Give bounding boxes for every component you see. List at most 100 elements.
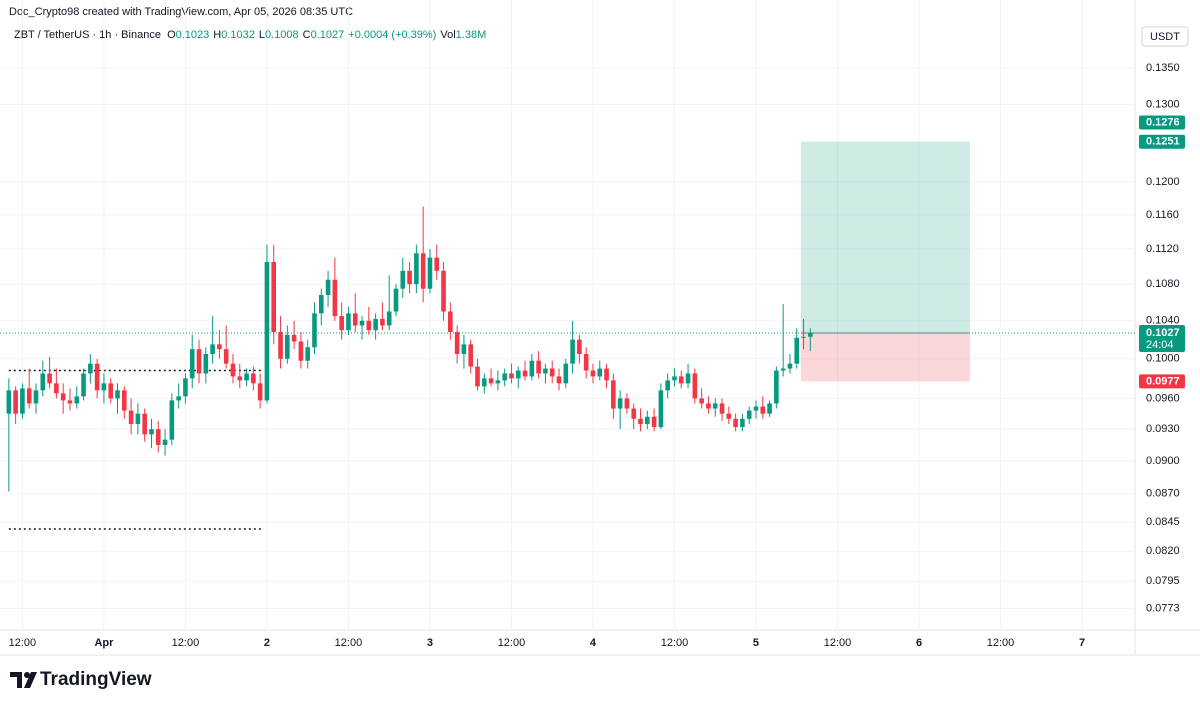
y-tick-label: 0.0820	[1146, 545, 1180, 557]
ohlc-label: C	[302, 29, 311, 41]
candle-body	[94, 363, 100, 391]
candle-body	[509, 373, 514, 379]
x-tick-label: 7	[1079, 637, 1085, 649]
candle-body	[760, 406, 766, 414]
x-tick-label: 2	[264, 637, 270, 649]
logo	[10, 672, 37, 688]
y-tick-label: 0.1120	[1146, 243, 1179, 255]
candle-body	[461, 344, 467, 354]
candle-body	[753, 406, 759, 411]
price-label: 0.0977	[1146, 375, 1180, 387]
candle-body	[373, 318, 378, 331]
candle-body	[577, 339, 582, 354]
candle-body	[223, 349, 229, 364]
y-tick-label: 0.0870	[1146, 488, 1180, 500]
candle-body	[244, 373, 249, 381]
ohlc-label: O	[167, 29, 176, 41]
candle-body	[67, 400, 73, 404]
candle-body	[515, 370, 521, 379]
candle-body	[74, 396, 80, 404]
candle-body	[257, 383, 263, 401]
volume: 1.38M	[455, 29, 487, 41]
candle-body	[400, 270, 406, 289]
candle-body	[366, 320, 372, 331]
candle-body	[40, 373, 46, 391]
candle-body	[808, 332, 813, 337]
candle-body	[33, 390, 39, 404]
x-tick-label: 6	[916, 637, 922, 649]
currency[interactable]: USDT	[1150, 31, 1180, 43]
candle-body	[672, 376, 677, 381]
ohlc-value: 0.1027	[310, 29, 345, 41]
candle-body	[441, 270, 446, 312]
y-tick-label: 0.0773	[1146, 602, 1180, 614]
candle-body	[264, 262, 270, 401]
candle-body	[434, 257, 440, 271]
candle-body	[332, 279, 338, 317]
candle-body	[719, 403, 725, 414]
candle-body	[20, 388, 25, 414]
candle-body	[631, 408, 637, 419]
ohlc-label: L	[258, 29, 266, 41]
candle-body	[767, 403, 772, 414]
x-tick-label: 12:00	[335, 637, 363, 649]
price-label-box	[1139, 374, 1185, 389]
candle-body	[427, 257, 433, 289]
candle-body	[169, 400, 175, 440]
candle-body	[88, 363, 93, 374]
symbol: ZBT / TetherUS · 1h · Binance	[14, 29, 161, 41]
candle-body	[230, 363, 236, 377]
candle-body	[121, 390, 127, 411]
y-tick-label: 0.0845	[1146, 516, 1180, 528]
y-tick-label: 0.1080	[1146, 278, 1180, 290]
countdown: 24:04	[1146, 339, 1174, 351]
candle-body	[176, 396, 181, 401]
candle-body	[570, 339, 575, 364]
y-tick-label: 0.1300	[1146, 98, 1180, 110]
candle-body	[346, 313, 351, 331]
candle-body	[298, 341, 304, 361]
y-tick-label: 0.1040	[1146, 315, 1180, 327]
candle-body	[162, 439, 168, 445]
y-tick-label: 0.0960	[1146, 392, 1180, 404]
x-tick-label: 12:00	[824, 637, 852, 649]
candle-body	[801, 336, 806, 338]
candle-body	[699, 398, 704, 404]
y-tick-label: 0.0900	[1146, 455, 1180, 467]
ohlc-value: 0.1032	[221, 29, 255, 41]
candle-body	[291, 334, 297, 342]
candle-body	[780, 368, 786, 371]
candle-body	[563, 363, 569, 384]
y-tick-label: 0.1160	[1146, 209, 1179, 221]
candle-body	[149, 429, 154, 435]
currency-box[interactable]	[1141, 26, 1189, 47]
candle-body	[108, 383, 114, 399]
candle-body	[481, 378, 487, 387]
candle-body	[678, 376, 684, 384]
candle-body	[488, 378, 494, 384]
brand: TradingView	[40, 669, 152, 690]
candle-body	[658, 390, 664, 428]
candle-body	[128, 410, 134, 424]
price-label-box	[1139, 134, 1185, 149]
x-tick-label: 5	[753, 637, 759, 649]
candle-body	[210, 344, 215, 354]
candle-body	[617, 398, 623, 409]
ohlc-label: H	[213, 29, 222, 41]
candle-body	[196, 349, 202, 374]
candle-body	[237, 376, 243, 381]
candle-body	[794, 337, 800, 364]
candle-body	[285, 334, 290, 359]
x-tick-label: 12:00	[498, 637, 526, 649]
candle-body	[448, 311, 453, 333]
candle-body	[543, 368, 548, 374]
y-tick-label: 0.0930	[1146, 423, 1180, 435]
candle-body	[787, 363, 793, 369]
candle-body	[522, 370, 528, 377]
candle-body	[251, 373, 256, 384]
y-tick-label: 0.0795	[1146, 575, 1180, 587]
plot	[0, 0, 1135, 630]
candle-body	[712, 403, 718, 409]
candle-body	[475, 366, 480, 387]
